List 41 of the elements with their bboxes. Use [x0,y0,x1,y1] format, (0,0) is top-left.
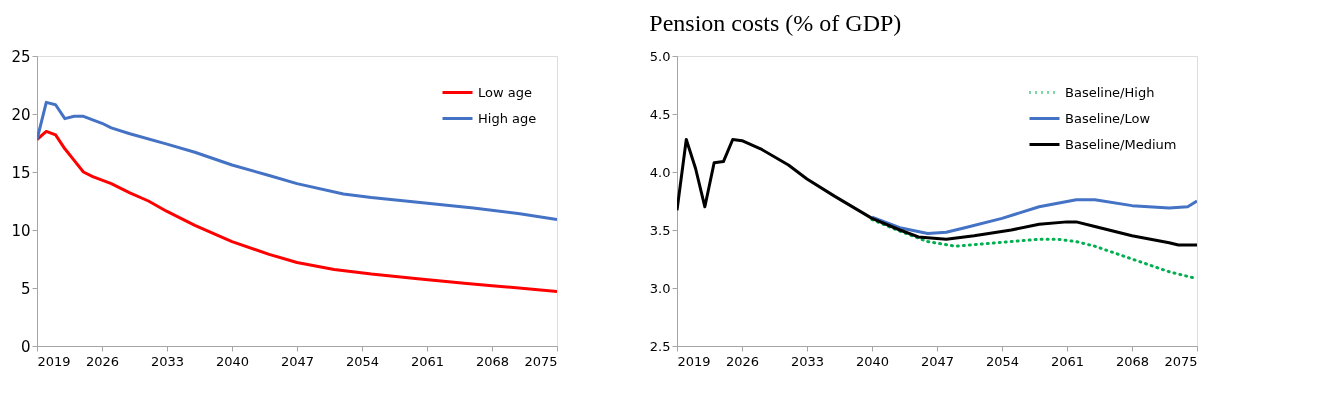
y-tick-label: 25 [11,47,31,66]
x-tick-label: 2047 [280,353,315,369]
y-tick-label: 5 [20,279,31,298]
x-tick-label: 2047 [920,353,955,369]
x-tick-label: 2026 [725,353,760,369]
y-tick-label: 3.5 [649,222,671,238]
x-tick-label: 2075 [524,353,558,369]
legend-label: Baseline/Low [1065,110,1151,126]
line-series [37,100,557,222]
x-tick-label: 2054 [985,353,1020,369]
line-series [677,138,1197,247]
y-tick-label: 4.5 [649,106,671,122]
x-tick-label: 2033 [150,353,185,369]
x-tick-label: 2061 [410,353,445,369]
x-tick-label: 2019 [37,353,71,369]
x-tick-label: 2054 [345,353,380,369]
x-tick-label: 2040 [855,353,890,369]
x-tick-label: 2026 [85,353,120,369]
chart-title: Pension costs (% of GDP) [649,10,902,36]
x-tick-label: 2068 [1115,353,1150,369]
x-tick-label: 2061 [1050,353,1085,369]
x-tick-label: 2068 [475,353,510,369]
legend-label: Baseline/High [1065,84,1155,100]
y-tick-label: 2.5 [649,338,671,354]
y-tick-label: 0 [20,337,31,356]
x-tick-label: 2075 [1164,353,1198,369]
x-tick-label: 2033 [790,353,825,369]
legend-label: Baseline/Medium [1065,136,1177,152]
y-tick-label: 3.0 [649,280,671,296]
x-tick-label: 2040 [215,353,250,369]
line-series [37,129,557,293]
legend-label: Low age [478,84,532,100]
line-series [870,218,1197,281]
y-tick-label: 5.0 [649,48,671,64]
x-tick-label: 2019 [677,353,711,369]
y-tick-label: 10 [11,221,31,240]
y-tick-label: 20 [11,105,31,124]
legend-label: High age [478,110,537,126]
line-series [870,198,1197,235]
y-tick-label: 4.0 [649,164,671,180]
y-tick-label: 15 [11,163,31,182]
